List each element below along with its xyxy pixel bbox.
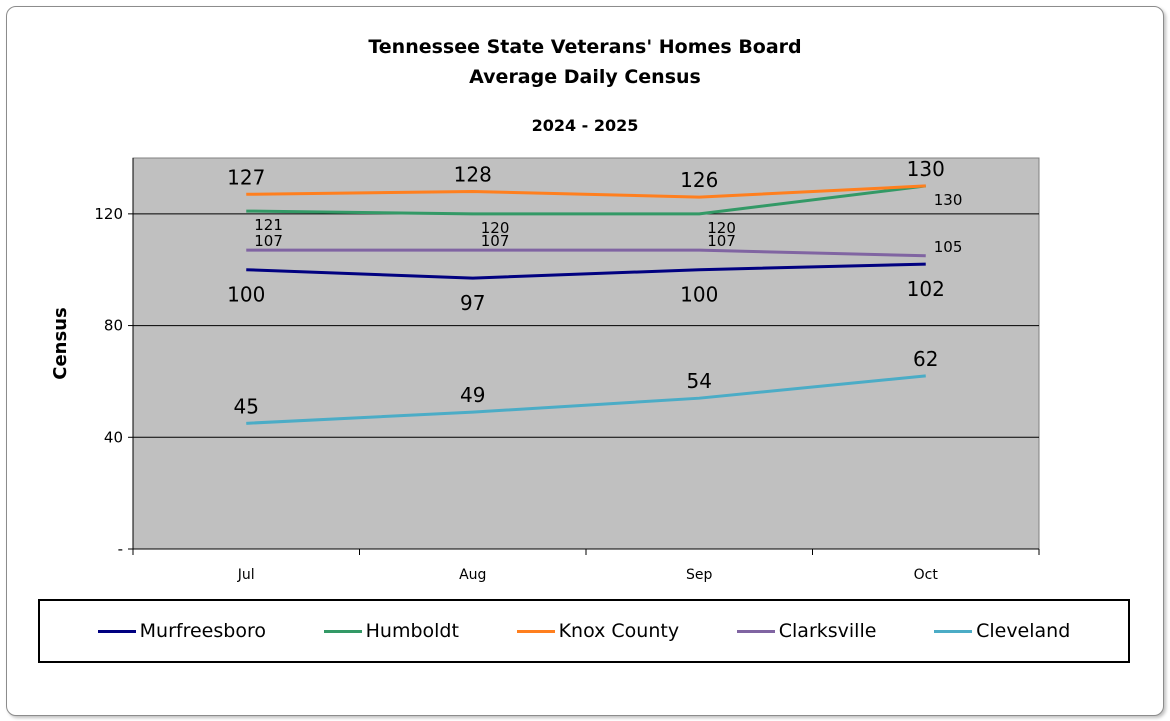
data-label: 120	[707, 219, 736, 237]
legend-item: Humboldt	[323, 620, 459, 642]
data-label: 107	[481, 232, 510, 250]
legend-item: Clarksville	[736, 620, 877, 642]
y-tick-label: 40	[104, 428, 123, 446]
data-label: 102	[907, 277, 945, 301]
data-label: 45	[234, 394, 259, 418]
legend-label: Humboldt	[365, 620, 459, 642]
x-tick-label: Jul	[237, 567, 255, 583]
data-label: 97	[460, 291, 485, 315]
legend: Murfreesboro Humboldt Knox County Clarksvil…	[38, 599, 1130, 663]
y-tick-label: 80	[104, 317, 123, 335]
data-label: 127	[227, 165, 265, 189]
data-label: 107	[707, 232, 736, 250]
data-label: 62	[913, 347, 938, 371]
legend-label: Clarksville	[778, 620, 877, 642]
data-label: 130	[934, 191, 963, 209]
x-tick-label: Oct	[914, 567, 939, 583]
data-label: 120	[481, 219, 510, 237]
x-tick-label: Aug	[459, 567, 486, 583]
legend-swatch	[97, 629, 136, 633]
data-label: 121	[254, 216, 283, 234]
data-label: 126	[680, 168, 718, 192]
data-label: 107	[254, 232, 283, 250]
data-label: 105	[934, 238, 963, 256]
legend-label: Knox County	[558, 620, 680, 642]
legend-swatch	[934, 629, 973, 633]
legend-swatch	[323, 629, 362, 633]
y-tick-label: -	[118, 540, 123, 558]
series-line-clarksville	[246, 248, 926, 258]
data-label: 49	[460, 383, 485, 407]
legend-swatch	[516, 629, 555, 633]
y-axis-title: Census	[50, 307, 71, 379]
series-line-murfreesboro	[246, 262, 926, 280]
data-label: 100	[680, 283, 718, 307]
data-label: 130	[907, 157, 945, 181]
legend-item: Cleveland	[934, 620, 1070, 642]
legend-label: Murfreesboro	[139, 620, 266, 642]
series-line-humboldt	[246, 184, 926, 216]
legend-swatch	[736, 629, 775, 633]
series-line-knox-county	[246, 184, 926, 199]
data-label: 128	[454, 163, 492, 187]
y-tick-label: 120	[94, 205, 123, 223]
chart-subtitle: Average Daily Census	[469, 66, 701, 88]
legend-item: Knox County	[516, 620, 680, 642]
data-label: 54	[687, 369, 712, 393]
x-tick-label: Sep	[686, 567, 713, 583]
chart-period: 2024 - 2025	[531, 116, 639, 135]
series-line-cleveland	[246, 374, 926, 425]
data-label: 100	[227, 283, 265, 307]
legend-item: Murfreesboro	[97, 620, 266, 642]
legend-label: Cleveland	[976, 620, 1071, 642]
chart-title: Tennessee State Veterans' Homes Board	[368, 36, 802, 58]
